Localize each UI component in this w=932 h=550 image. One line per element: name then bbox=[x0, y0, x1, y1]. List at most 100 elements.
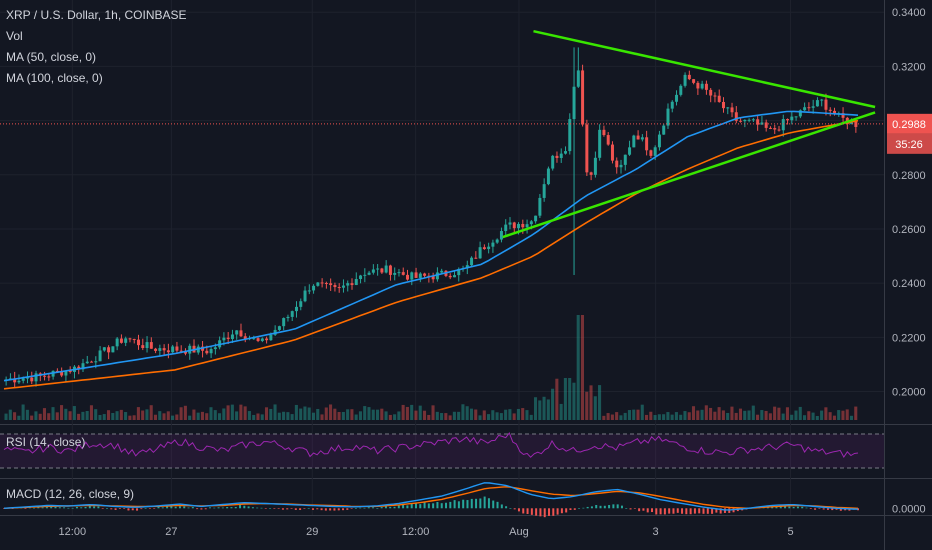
volume-bar bbox=[738, 408, 743, 420]
macd-histogram-bar bbox=[805, 507, 808, 509]
countdown-badge-text: 35:26 bbox=[895, 139, 923, 151]
volume-bar bbox=[482, 410, 486, 420]
macd-histogram-bar bbox=[526, 508, 529, 514]
volume-bar bbox=[730, 406, 734, 420]
macd-histogram-bar bbox=[535, 508, 538, 516]
macd-histogram-bar bbox=[796, 506, 799, 509]
macd-histogram-bar bbox=[646, 508, 649, 513]
candle-body bbox=[290, 311, 294, 317]
candle-body bbox=[841, 113, 845, 118]
volume-bar bbox=[85, 410, 89, 420]
macd-histogram-bar bbox=[419, 504, 422, 509]
candle-body bbox=[602, 129, 606, 136]
candle-body bbox=[94, 361, 98, 363]
volume-bar bbox=[226, 405, 230, 420]
candle-body bbox=[606, 135, 610, 145]
indicator-vol-label[interactable]: Vol bbox=[6, 29, 23, 43]
candle-body bbox=[341, 285, 345, 288]
volume-bar bbox=[405, 406, 409, 420]
rsi-line bbox=[3, 431, 859, 458]
rsi-label[interactable]: RSI (14, close) bbox=[6, 435, 86, 449]
macd-histogram-bar bbox=[187, 507, 190, 509]
macd-histogram-bar bbox=[256, 507, 259, 509]
macd-histogram-bar bbox=[698, 508, 701, 514]
volume-bar bbox=[64, 408, 68, 420]
candle-body bbox=[21, 378, 25, 381]
macd-histogram-bar bbox=[625, 508, 628, 509]
macd-histogram-bar bbox=[281, 508, 284, 510]
volume-bar bbox=[832, 415, 836, 420]
candle-body bbox=[277, 326, 281, 330]
volume-bar bbox=[307, 407, 311, 420]
macd-histogram-bar bbox=[638, 508, 641, 512]
volume-bar bbox=[580, 315, 585, 420]
macd-histogram-bar bbox=[565, 508, 568, 513]
macd-histogram-bar bbox=[732, 508, 735, 513]
volume-bar bbox=[55, 412, 59, 420]
volume-bar bbox=[529, 414, 533, 420]
volume-bar bbox=[346, 409, 350, 420]
volume-bar bbox=[551, 388, 555, 420]
volume-bar bbox=[854, 406, 858, 420]
volume-bar bbox=[286, 412, 290, 420]
volume-bar bbox=[149, 405, 153, 420]
volume-bar bbox=[358, 411, 362, 420]
macd-histogram-bar bbox=[75, 506, 78, 509]
macd-histogram-bar bbox=[578, 508, 581, 509]
volume-bar bbox=[21, 404, 25, 420]
candle-body bbox=[833, 110, 837, 115]
volume-bar bbox=[440, 413, 444, 420]
candle-body bbox=[709, 89, 713, 96]
indicator-ma50-label[interactable]: MA (50, close, 0) bbox=[6, 50, 97, 64]
volume-bar bbox=[751, 405, 755, 420]
volume-bar bbox=[371, 409, 375, 420]
macd-histogram-bar bbox=[440, 503, 443, 509]
volume-bar bbox=[474, 409, 478, 420]
macd-histogram-bar bbox=[457, 501, 460, 509]
candle-body bbox=[743, 119, 747, 122]
volume-bar bbox=[200, 411, 204, 420]
volume-bar bbox=[111, 412, 115, 420]
macd-label[interactable]: MACD (12, 26, close, 9) bbox=[6, 487, 135, 501]
volume-bar bbox=[175, 414, 179, 420]
candle-body bbox=[418, 273, 422, 278]
macd-histogram-bar bbox=[372, 507, 375, 509]
volume-bar bbox=[794, 410, 798, 420]
macd-histogram-bar bbox=[728, 508, 731, 513]
candle-body bbox=[324, 282, 328, 284]
volume-bar bbox=[341, 411, 345, 420]
volume-bar bbox=[230, 404, 234, 420]
macd-histogram-bar bbox=[633, 508, 636, 509]
volume-bar bbox=[38, 413, 42, 420]
volume-bar bbox=[585, 391, 589, 420]
candle-body bbox=[619, 164, 623, 168]
macd-histogram-bar bbox=[573, 508, 576, 510]
volume-bar bbox=[760, 410, 764, 420]
candle-body bbox=[299, 301, 303, 307]
macd-histogram-bar bbox=[97, 506, 100, 509]
macd-histogram-bar bbox=[105, 508, 108, 509]
candle-body bbox=[713, 95, 717, 97]
candle-body bbox=[414, 272, 418, 278]
macd-histogram-bar bbox=[826, 508, 829, 510]
candle-body bbox=[209, 349, 213, 354]
macd-histogram-bar bbox=[234, 506, 237, 509]
volume-bar bbox=[422, 410, 427, 420]
volume-bar bbox=[260, 414, 264, 420]
volume-bar bbox=[444, 413, 448, 420]
macd-histogram-bar bbox=[110, 508, 113, 510]
indicator-ma100-label[interactable]: MA (100, close, 0) bbox=[6, 71, 103, 85]
macd-histogram-bar bbox=[629, 508, 632, 510]
macd-histogram-bar bbox=[569, 508, 572, 511]
volume-bar bbox=[657, 414, 661, 420]
candle-body bbox=[739, 120, 743, 122]
macd-histogram-bar bbox=[127, 508, 130, 511]
volume-bar bbox=[461, 404, 465, 420]
volume-bar bbox=[213, 410, 217, 420]
macd-histogram-bar bbox=[479, 498, 482, 509]
volume-bar bbox=[807, 411, 811, 420]
volume-bar bbox=[645, 414, 649, 420]
macd-histogram-bar bbox=[346, 508, 349, 510]
volume-bar bbox=[465, 406, 469, 420]
